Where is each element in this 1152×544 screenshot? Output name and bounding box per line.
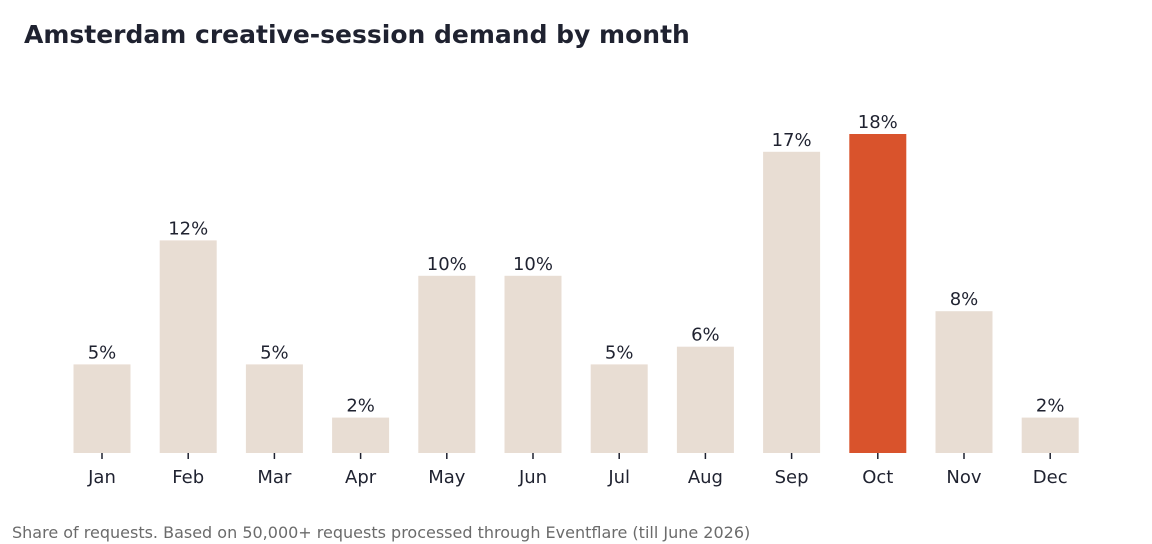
x-tick-label-dec: Dec bbox=[1033, 467, 1068, 488]
x-axis: Jan Feb Mar Apr May Jun Jul Aug Sep Oct Nov Dec bbox=[87, 453, 1068, 488]
bars-layer bbox=[73, 134, 1079, 454]
value-label-aug: 6% bbox=[691, 325, 720, 346]
value-label-jun: 10% bbox=[513, 254, 553, 275]
value-label-jan: 5% bbox=[88, 342, 117, 363]
value-label-oct: 18% bbox=[858, 112, 898, 133]
value-label-nov: 8% bbox=[950, 289, 979, 310]
bar-feb bbox=[159, 240, 217, 453]
chart-title: Amsterdam creative-session demand by mon… bbox=[24, 20, 690, 49]
bar-oct bbox=[849, 134, 907, 453]
bar-mar bbox=[245, 364, 303, 453]
value-label-feb: 12% bbox=[168, 218, 208, 239]
x-tick-label-oct: Oct bbox=[862, 467, 893, 488]
bar-jun bbox=[504, 275, 562, 453]
x-tick-label-nov: Nov bbox=[946, 467, 981, 488]
value-label-apr: 2% bbox=[346, 396, 375, 417]
value-label-jul: 5% bbox=[605, 342, 634, 363]
bar-nov bbox=[935, 311, 993, 453]
bar-dec bbox=[1021, 417, 1079, 453]
x-tick-label-apr: Apr bbox=[345, 467, 377, 488]
bar-jan bbox=[73, 364, 131, 453]
chart-note: Share of requests. Based on 50,000+ requ… bbox=[12, 523, 751, 542]
x-tick-label-aug: Aug bbox=[688, 467, 723, 488]
value-label-sep: 17% bbox=[772, 130, 812, 151]
value-labels-layer: 5% 12% 5% 2% 10% 10% 5% 6% 17% 18% 8% 2% bbox=[88, 112, 1065, 417]
value-label-mar: 5% bbox=[260, 342, 289, 363]
x-tick-label-jul: Jul bbox=[607, 467, 630, 488]
x-tick-label-jan: Jan bbox=[87, 467, 116, 488]
x-tick-label-sep: Sep bbox=[775, 467, 809, 488]
value-label-dec: 2% bbox=[1036, 396, 1065, 417]
x-tick-label-feb: Feb bbox=[172, 467, 204, 488]
x-tick-label-jun: Jun bbox=[518, 467, 547, 488]
x-tick-label-may: May bbox=[428, 467, 466, 488]
value-label-may: 10% bbox=[427, 254, 467, 275]
bar-apr bbox=[332, 417, 390, 453]
bar-sep bbox=[763, 151, 821, 454]
bar-chart: 5% 12% 5% 2% 10% 10% 5% 6% 17% 18% 8% 2% Jan Feb Mar A… bbox=[73, 112, 1079, 488]
bar-jul bbox=[590, 364, 648, 453]
bar-may bbox=[418, 275, 476, 453]
bar-aug bbox=[676, 346, 734, 453]
x-tick-label-mar: Mar bbox=[257, 467, 292, 488]
